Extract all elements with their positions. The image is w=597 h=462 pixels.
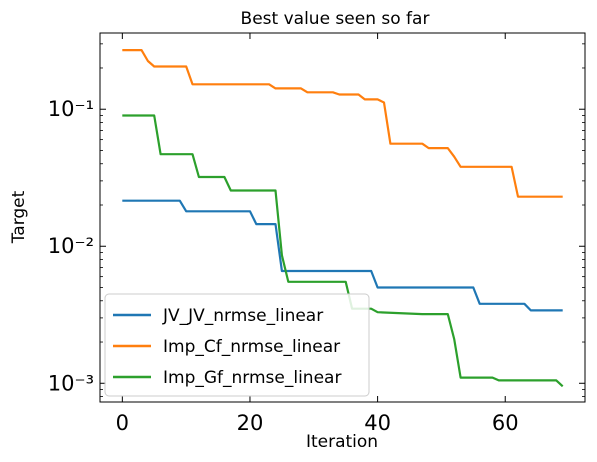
legend-label: Imp_Gf_nrmse_linear <box>163 368 341 388</box>
chart-title: Best value seen so far <box>241 9 430 29</box>
legend-box <box>104 293 370 397</box>
series-line-2 <box>122 48 563 198</box>
y-axis-label: Target <box>9 190 29 244</box>
x-tick-label: 60 <box>492 411 519 435</box>
series-line-1 <box>122 199 563 312</box>
x-tick-label: 40 <box>364 411 391 435</box>
y-tick-label: 10⁻³ <box>48 371 94 395</box>
legend-label: Imp_Cf_nrmse_linear <box>163 337 340 357</box>
x-tick-label: 0 <box>116 411 129 435</box>
legend-label: JV_JV_nrmse_linear <box>162 306 323 326</box>
legend: JV_JV_nrmse_linear Imp_Cf_nrmse_linear Imp… <box>104 293 370 397</box>
y-tick-label: 10⁻¹ <box>48 97 94 121</box>
x-axis-label: Iteration <box>306 432 378 452</box>
plot-frame <box>99 32 586 403</box>
x-tick-label: 20 <box>237 411 264 435</box>
y-tick-label: 10⁻² <box>48 234 94 258</box>
